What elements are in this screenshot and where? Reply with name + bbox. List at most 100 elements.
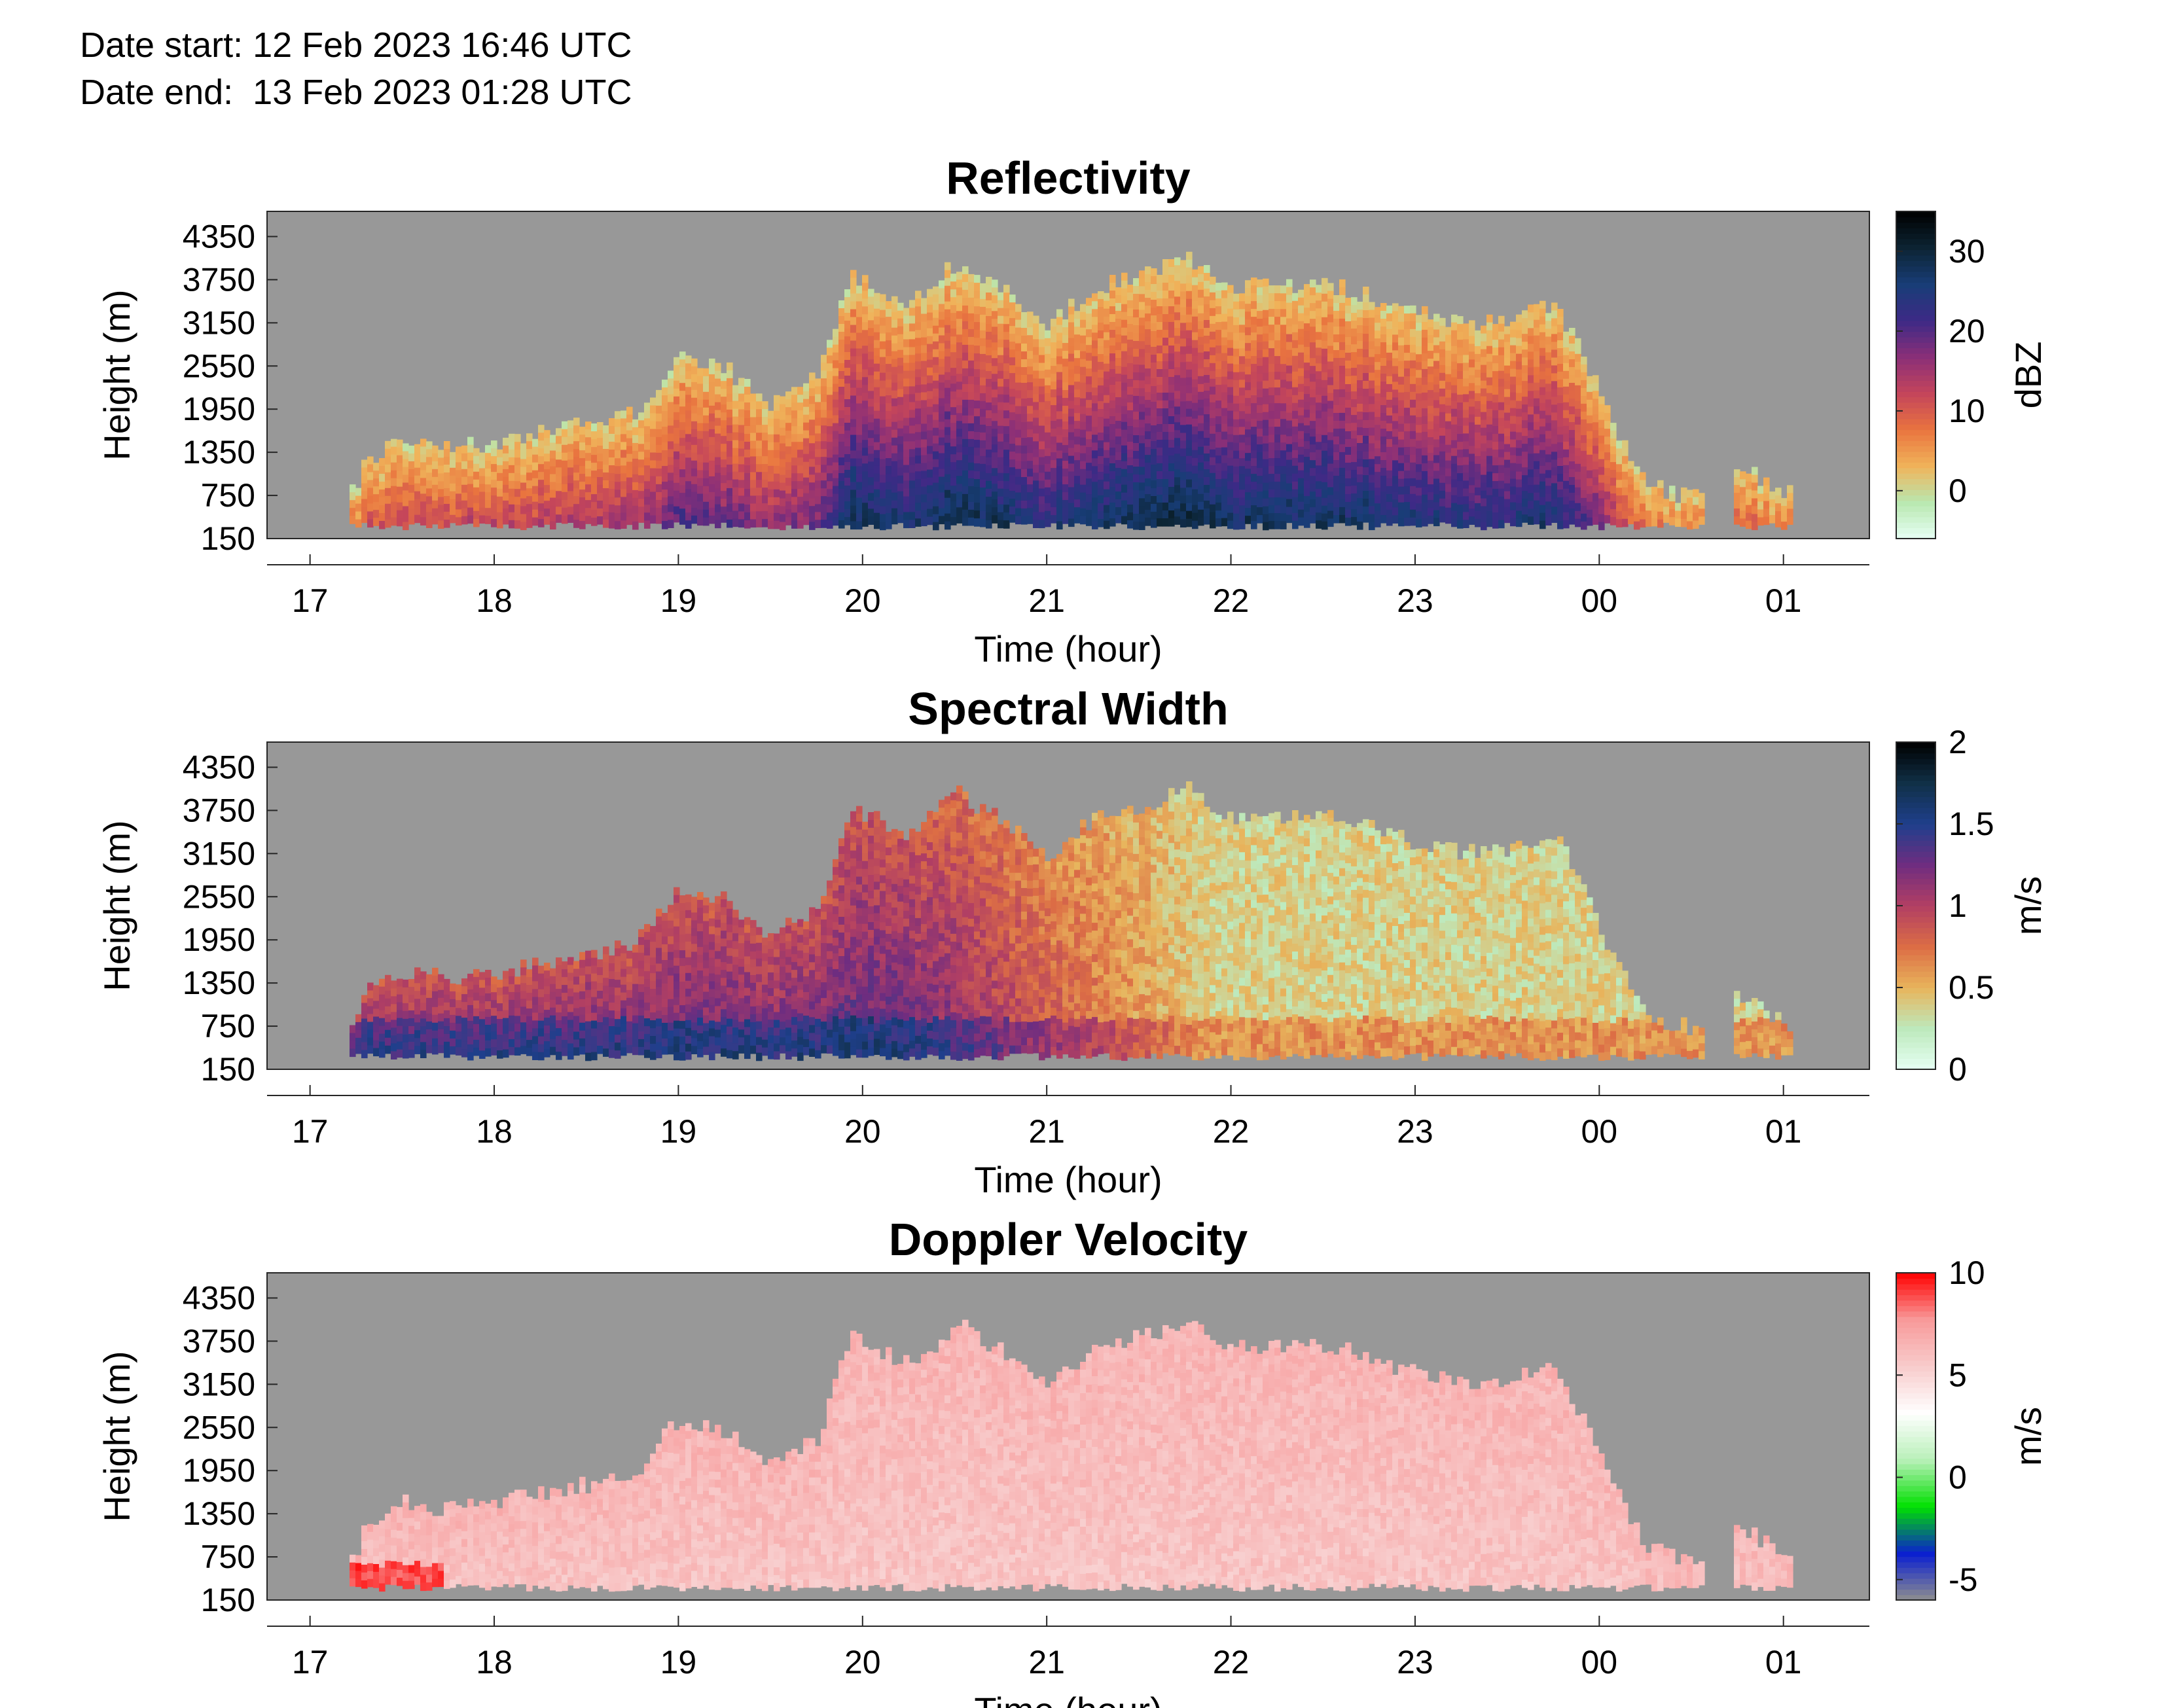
- heatmap-cell: [1345, 298, 1352, 306]
- heatmap-cell: [833, 493, 839, 503]
- heatmap-cell: [1410, 470, 1416, 479]
- heatmap-cell: [1292, 371, 1299, 380]
- heatmap-cell: [1481, 419, 1487, 429]
- heatmap-cell: [1322, 285, 1328, 294]
- heatmap-cell: [774, 450, 780, 459]
- heatmap-cell: [1557, 317, 1564, 325]
- heatmap-cell: [721, 420, 727, 429]
- heatmap-cell: [1051, 476, 1057, 484]
- heatmap-cell: [1363, 507, 1369, 515]
- heatmap-cell: [738, 519, 745, 528]
- heatmap-cell: [1539, 512, 1546, 522]
- heatmap-cell: [1534, 351, 1540, 360]
- heatmap-cell: [986, 520, 992, 529]
- heatmap-cell: [1074, 382, 1081, 390]
- heatmap-cell: [615, 482, 621, 490]
- heatmap-cell: [992, 311, 998, 319]
- heatmap-cell: [1015, 476, 1022, 486]
- heatmap-cell: [750, 480, 757, 489]
- heatmap-cell: [909, 315, 916, 324]
- heatmap-cell: [1410, 486, 1416, 495]
- heatmap-cell: [1274, 372, 1281, 380]
- heatmap-cell: [956, 452, 963, 461]
- heatmap-cell: [1304, 347, 1310, 355]
- heatmap-cell: [1098, 448, 1104, 457]
- heatmap-cell: [1351, 431, 1358, 439]
- heatmap-cell: [697, 509, 704, 518]
- heatmap-cell: [1563, 472, 1570, 482]
- heatmap-cell: [1192, 395, 1198, 404]
- heatmap-cell: [915, 298, 922, 307]
- heatmap-cell: [850, 395, 857, 404]
- heatmap-cell: [732, 385, 739, 394]
- heatmap-cell: [732, 463, 739, 472]
- heatmap-cell: [591, 431, 598, 440]
- heatmap-cell: [1569, 344, 1575, 352]
- heatmap-cell: [1121, 508, 1128, 517]
- heatmap-cell: [1263, 467, 1269, 476]
- heatmap-cell: [1257, 319, 1263, 327]
- heatmap-cell: [1433, 329, 1440, 338]
- heatmap-cell: [1404, 376, 1411, 385]
- heatmap-cell: [1327, 283, 1334, 292]
- heatmap-cell: [1422, 447, 1428, 456]
- heatmap-cell: [1251, 403, 1257, 412]
- heatmap-cell: [1345, 455, 1352, 463]
- heatmap-cell: [1322, 411, 1328, 420]
- heatmap-cell: [1504, 373, 1511, 382]
- heatmap-cell: [950, 415, 957, 423]
- heatmap-cell: [491, 456, 497, 465]
- heatmap-cell: [373, 518, 380, 526]
- heatmap-cell: [1463, 425, 1469, 434]
- heatmap-cell: [1369, 482, 1375, 491]
- heatmap-cell: [1239, 466, 1246, 474]
- heatmap-cell: [456, 446, 462, 455]
- heatmap-cell: [567, 452, 574, 460]
- heatmap-cell: [715, 425, 721, 435]
- heatmap-cell: [992, 436, 998, 445]
- heatmap-cell: [1198, 399, 1204, 408]
- heatmap-cell: [950, 344, 957, 353]
- heatmap-cell: [1569, 508, 1575, 517]
- heatmap-cell: [891, 319, 898, 329]
- heatmap-cell: [933, 302, 939, 311]
- heatmap-cell: [1481, 506, 1487, 515]
- heatmap-cell: [1192, 520, 1198, 529]
- heatmap-cell: [1157, 353, 1163, 362]
- heatmap-cell: [1345, 392, 1352, 400]
- heatmap-cell: [1398, 510, 1405, 519]
- heatmap-cell: [850, 513, 857, 522]
- heatmap-cell: [1351, 336, 1358, 345]
- heatmap-cell: [1333, 491, 1340, 500]
- heatmap-cell: [1263, 490, 1269, 499]
- heatmap-cell: [1439, 380, 1446, 389]
- heatmap-cell: [1015, 304, 1022, 313]
- heatmap-cell: [1539, 505, 1546, 514]
- heatmap-cell: [927, 430, 933, 439]
- heatmap-cell: [1392, 374, 1399, 382]
- heatmap-cell: [850, 411, 857, 420]
- heatmap-cell: [1422, 384, 1428, 393]
- heatmap-cell: [1274, 317, 1281, 325]
- heatmap-cell: [1074, 421, 1081, 429]
- heatmap-cell: [674, 467, 680, 476]
- heatmap-cell: [1316, 418, 1322, 427]
- heatmap-cell: [1304, 512, 1310, 520]
- heatmap-cell: [962, 486, 969, 495]
- heatmap-cell: [1410, 352, 1416, 361]
- heatmap-cell: [1280, 348, 1287, 357]
- heatmap-cell: [992, 421, 998, 429]
- heatmap-cell: [1045, 455, 1051, 465]
- heatmap-cell: [962, 274, 969, 283]
- heatmap-cell: [1033, 418, 1039, 426]
- heatmap-cell: [1109, 495, 1116, 503]
- heatmap-cell: [1416, 393, 1422, 402]
- heatmap-cell: [1439, 427, 1446, 436]
- heatmap-cell: [1545, 438, 1552, 447]
- heatmap-cell: [1251, 387, 1257, 396]
- heatmap-cell: [992, 295, 998, 304]
- heatmap-cell: [403, 474, 409, 484]
- heatmap-cell: [721, 452, 727, 460]
- heatmap-cell: [1198, 274, 1204, 283]
- heatmap-cell: [1056, 482, 1063, 491]
